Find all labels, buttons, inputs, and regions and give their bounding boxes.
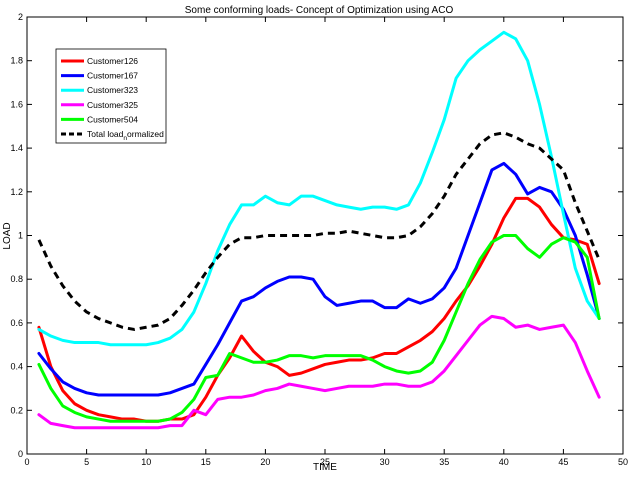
legend-label: Customer325 (87, 100, 138, 110)
x-tick-label: 0 (24, 457, 29, 467)
x-axis: 0 5 10 15 20 25 30 35 40 45 50 (24, 17, 628, 467)
series-line-customer167 (37, 161, 601, 397)
x-tick-label: 30 (380, 457, 390, 467)
chart-title: Some conforming loads- Concept of Optimi… (185, 5, 454, 16)
legend-label: Total loadnormalized (87, 129, 164, 142)
x-tick-label: 40 (499, 457, 509, 467)
y-tick-label: 1.2 (10, 187, 23, 197)
x-tick-label: 50 (618, 457, 628, 467)
x-tick-label: 45 (558, 457, 568, 467)
x-axis-label: TIME (313, 462, 337, 473)
y-tick-label: 0 (18, 449, 23, 459)
y-axis: 0 0.2 0.4 0.6 0.8 1 1.2 1.4 1.6 1.8 2 (10, 12, 623, 459)
legend: Customer126 Customer167 Customer323 Custome… (55, 48, 167, 144)
legend-label: Customer504 (87, 114, 138, 124)
series-layer (37, 30, 601, 430)
y-tick-label: 1.4 (10, 143, 23, 153)
series-line-customer126 (37, 196, 601, 423)
y-tick-label: 1 (18, 231, 23, 241)
x-tick-label: 25 (320, 457, 330, 467)
y-tick-label: 2 (18, 12, 23, 22)
legend-box (55, 48, 167, 144)
x-tick-label: 20 (260, 457, 270, 467)
y-tick-label: 0.2 (10, 405, 23, 415)
y-tick-label: 1.6 (10, 99, 23, 109)
legend-label: Customer126 (87, 56, 138, 66)
y-tick-label: 0.4 (10, 362, 23, 372)
y-tick-label: 0.8 (10, 274, 23, 284)
y-tick-label: 1.8 (10, 56, 23, 66)
x-tick-label: 5 (84, 457, 89, 467)
series-line-customer504 (37, 234, 601, 423)
legend-label: Customer167 (87, 71, 138, 81)
series-line-total-load-normalized (37, 131, 601, 331)
series-line-customer325 (37, 314, 601, 430)
x-tick-label: 15 (201, 457, 211, 467)
x-tick-label: 35 (439, 457, 449, 467)
legend-label: Customer323 (87, 85, 138, 95)
series-line-customer323 (37, 30, 601, 347)
x-tick-label: 10 (141, 457, 151, 467)
y-axis-label: LOAD (2, 222, 13, 249)
y-tick-label: 0.6 (10, 318, 23, 328)
